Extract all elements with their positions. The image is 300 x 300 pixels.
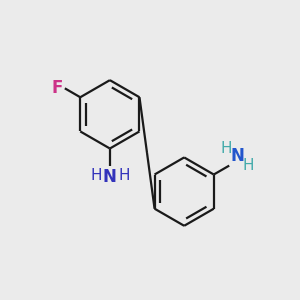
Text: H: H <box>90 168 102 183</box>
Text: H: H <box>243 158 254 172</box>
Text: N: N <box>230 147 244 165</box>
Text: H: H <box>220 141 232 156</box>
Text: F: F <box>51 79 62 97</box>
Text: H: H <box>118 168 130 183</box>
Text: N: N <box>103 168 117 186</box>
